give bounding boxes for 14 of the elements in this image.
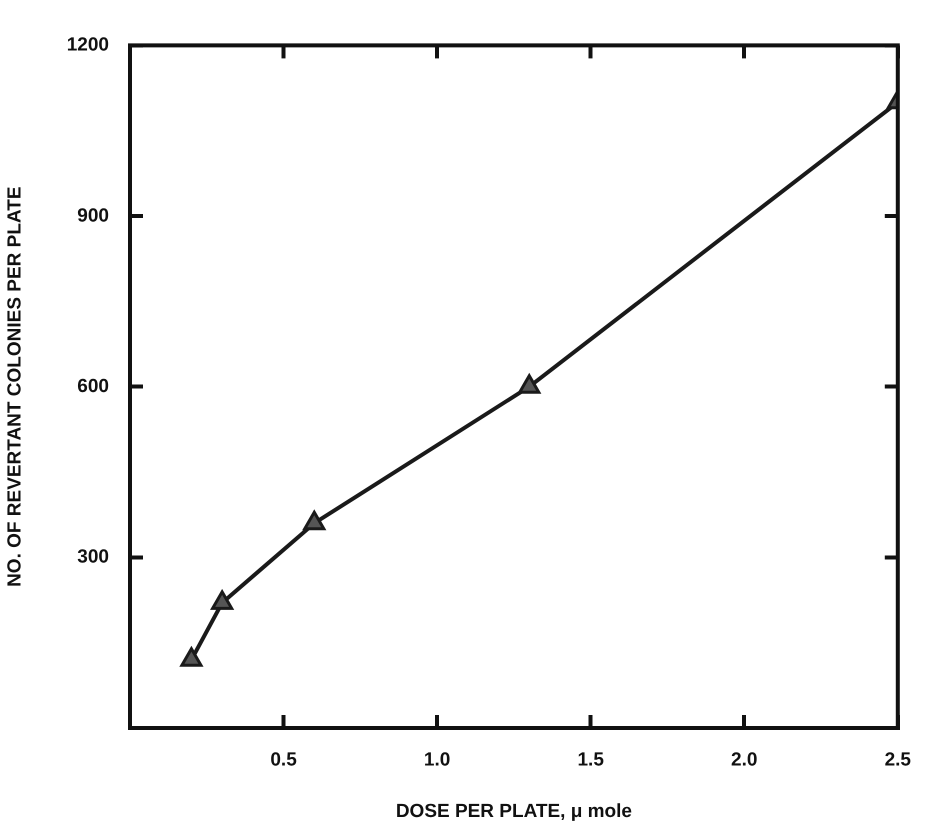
x-tick-label: 1.5 xyxy=(577,750,604,771)
x-tick-label: 1.0 xyxy=(424,750,450,771)
point xyxy=(303,510,326,530)
y-tick-label: 900 xyxy=(77,205,109,226)
x-tick-label: 2.5 xyxy=(884,750,912,771)
x-tick-label: 0.5 xyxy=(270,750,298,771)
y-axis-title: NO. OF REVERTANT COLONIES PER PLATE xyxy=(4,186,26,587)
x-axis-title: DOSE PER PLATE, μ mole xyxy=(396,800,632,822)
point xyxy=(180,647,202,667)
point xyxy=(211,590,234,610)
y-tick-label: 1200 xyxy=(66,34,109,56)
x-tick-label: 2.0 xyxy=(731,750,758,771)
y-tick-label: 300 xyxy=(77,546,109,568)
y-tick-label: 600 xyxy=(77,376,109,397)
